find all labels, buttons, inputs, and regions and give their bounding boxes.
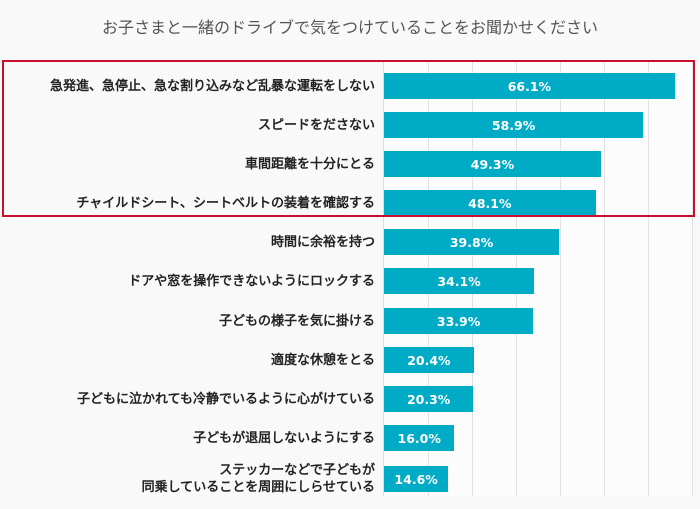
bar: 33.9% [384, 308, 534, 334]
data-label: 33.9% [436, 313, 481, 329]
gridline [692, 60, 693, 496]
bar: 49.3% [384, 151, 601, 177]
gridline [648, 60, 649, 496]
category-label: ステッカーなどで子どもが 同乗していることを周囲にしらせている [141, 463, 375, 495]
plot-area: 66.1% 58.9% 49.3% 48.1% 39.8% 34.1% 33.9% 20.4%… [383, 60, 693, 496]
data-label: 20.4% [407, 352, 451, 368]
category-label: ドアや窓を操作できないようにロックする [128, 273, 375, 289]
category-label: 子どもの様子を気に掛ける [218, 313, 375, 329]
bar: 66.1% [384, 73, 675, 99]
bar: 20.4% [384, 347, 474, 373]
data-label: 58.9% [491, 117, 536, 133]
category-label: チャイルドシート、シートベルトの装着を確認する [76, 195, 375, 211]
gridline [560, 60, 561, 496]
category-label: 車間距離を十分にとる [244, 156, 375, 172]
data-label: 39.8% [449, 234, 494, 250]
chart-title: お子さまと一緒のドライブで気をつけていることをお聞かせください [101, 18, 598, 37]
data-label: 34.1% [437, 273, 481, 289]
data-label: 20.3% [406, 391, 451, 407]
data-label: 14.6% [394, 471, 438, 487]
bar: 48.1% [384, 190, 596, 216]
gridline [604, 60, 605, 496]
data-label: 49.3% [470, 156, 515, 172]
bar: 39.8% [384, 229, 560, 255]
data-label: 48.1% [468, 195, 512, 211]
category-label: 時間に余裕を持つ [270, 234, 375, 250]
data-label: 66.1% [507, 78, 552, 94]
category-label: 適度な休憩をとる [270, 352, 375, 368]
category-label: スピードをださない [257, 117, 375, 133]
bar: 14.6% [384, 466, 449, 492]
bar: 58.9% [384, 112, 644, 138]
bar: 16.0% [384, 425, 455, 451]
bar: 20.3% [384, 386, 474, 412]
bar: 34.1% [384, 268, 535, 294]
category-label: 子どもが退屈しないようにする [193, 430, 375, 446]
data-label: 16.0% [397, 430, 441, 446]
category-label: 急発進、急停止、急な割り込みなど乱暴な運転をしない [49, 78, 375, 94]
category-label: 子どもに泣かれても冷静でいるように心がけている [77, 391, 375, 407]
